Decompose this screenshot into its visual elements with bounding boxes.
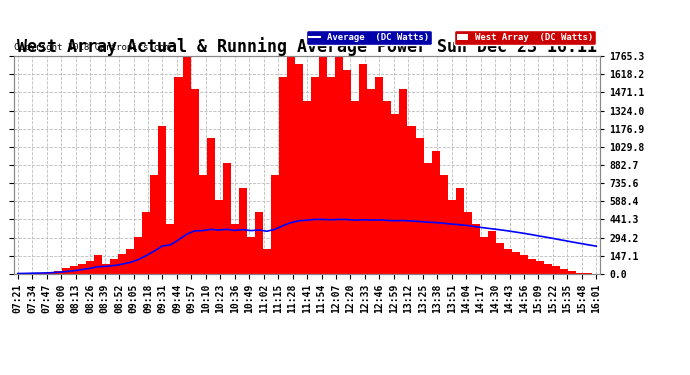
Bar: [206, 138, 215, 274]
Bar: [62, 268, 70, 274]
Bar: [279, 76, 287, 274]
Bar: [311, 76, 319, 274]
Bar: [183, 56, 190, 274]
Bar: [166, 225, 175, 274]
Bar: [424, 163, 431, 274]
Bar: [552, 266, 560, 274]
Bar: [391, 114, 400, 274]
Bar: [30, 273, 38, 274]
Bar: [70, 266, 78, 274]
Bar: [351, 101, 359, 274]
Bar: [271, 175, 279, 274]
Title: West Array Actual & Running Average Power Sun Dec 23 16:11: West Array Actual & Running Average Powe…: [17, 37, 597, 56]
Bar: [239, 188, 247, 274]
Bar: [528, 259, 536, 274]
Bar: [142, 212, 150, 274]
Bar: [359, 64, 367, 274]
Bar: [230, 225, 239, 274]
Bar: [263, 249, 271, 274]
Bar: [223, 163, 230, 274]
Bar: [110, 259, 118, 274]
Bar: [400, 89, 408, 274]
Bar: [247, 237, 255, 274]
Bar: [86, 261, 94, 274]
Bar: [367, 89, 375, 274]
Bar: [255, 212, 263, 274]
Bar: [287, 56, 295, 274]
Bar: [295, 64, 303, 274]
Bar: [560, 269, 568, 274]
Bar: [536, 261, 544, 274]
Bar: [94, 255, 102, 274]
Bar: [150, 175, 159, 274]
Bar: [544, 264, 552, 274]
Bar: [431, 150, 440, 274]
Bar: [22, 273, 30, 274]
Bar: [327, 76, 335, 274]
Bar: [335, 56, 343, 274]
Bar: [504, 249, 512, 274]
Bar: [159, 126, 166, 274]
Bar: [319, 56, 327, 274]
Bar: [448, 200, 455, 274]
Bar: [455, 188, 464, 274]
Text: Copyright 2018 Cartronics.com: Copyright 2018 Cartronics.com: [14, 43, 170, 52]
Bar: [472, 225, 480, 274]
Bar: [190, 89, 199, 274]
Bar: [584, 273, 592, 274]
Bar: [488, 231, 496, 274]
Bar: [415, 138, 424, 274]
Bar: [480, 237, 488, 274]
Bar: [126, 249, 135, 274]
Bar: [215, 200, 223, 274]
Bar: [54, 271, 62, 274]
Bar: [496, 243, 504, 274]
Bar: [46, 272, 54, 274]
Bar: [343, 70, 351, 274]
Bar: [464, 212, 472, 274]
Legend: West Array  (DC Watts): West Array (DC Watts): [454, 30, 595, 45]
Bar: [38, 273, 46, 274]
Bar: [520, 255, 528, 274]
Bar: [102, 264, 110, 274]
Bar: [384, 101, 391, 274]
Bar: [175, 76, 183, 274]
Bar: [512, 252, 520, 274]
Bar: [118, 254, 126, 274]
Bar: [568, 271, 576, 274]
Bar: [408, 126, 415, 274]
Bar: [375, 76, 384, 274]
Bar: [440, 175, 448, 274]
Bar: [78, 264, 86, 274]
Bar: [303, 101, 311, 274]
Bar: [135, 237, 142, 274]
Bar: [576, 273, 584, 274]
Bar: [199, 175, 206, 274]
